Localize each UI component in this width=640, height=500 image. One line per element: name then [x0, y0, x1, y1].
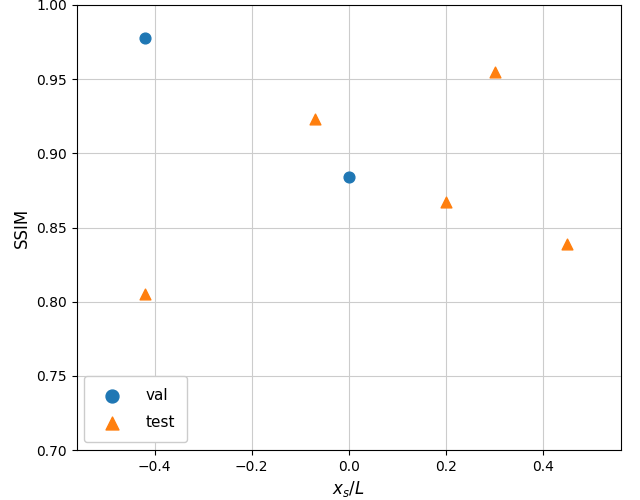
Legend: val, test: val, test: [84, 376, 188, 442]
test: [490, 68, 500, 76]
test: [310, 115, 320, 123]
X-axis label: $x_s/L$: $x_s/L$: [332, 480, 365, 500]
val: [140, 34, 150, 42]
test: [140, 290, 150, 298]
Y-axis label: SSIM: SSIM: [13, 208, 31, 248]
test: [563, 240, 573, 248]
test: [441, 198, 451, 206]
val: [344, 173, 354, 181]
